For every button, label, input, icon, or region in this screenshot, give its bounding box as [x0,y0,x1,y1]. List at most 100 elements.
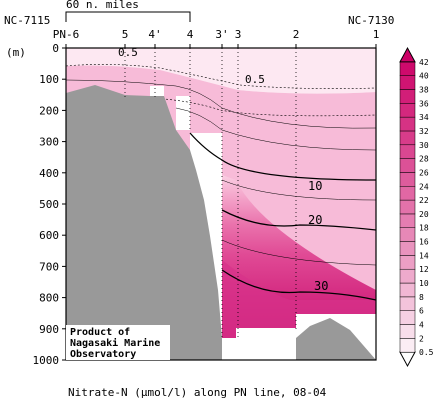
contour-0.5a [65,64,377,89]
colorbar-label-15: 30 [419,141,429,150]
colorbar-band-9 [399,213,416,228]
seamount [296,318,376,360]
station-label-7: 1 [373,28,380,41]
contour-thin-2 [175,107,377,151]
colorbar-band-1 [399,324,416,339]
colorbar-band-15 [399,130,416,146]
colorbar-label-8: 16 [419,238,429,247]
contour-10 [189,132,377,181]
colorbar-max-triangle [399,46,416,63]
y-tick-label-3: 300 [39,136,59,149]
colorbar-label-2: 4 [419,321,424,330]
y-tick-label-0: 0 [52,42,59,55]
colorbar-band-13 [399,158,416,173]
colorbar-label-7: 14 [419,251,429,260]
colorbar-label-0: 0.5 [419,348,434,357]
y-tick-label-7: 700 [39,260,59,273]
contour-thin-3 [221,179,377,201]
colorbar-label-10: 20 [419,210,429,219]
credit-line-2: Nagasaki Marine [70,337,160,349]
colorbar-band-4 [399,282,416,298]
chart-header: NC-7115 NC-7130 60 n. miles [4,0,394,27]
colorbar-band-14 [399,144,416,159]
station-label-1: 5 [122,28,129,41]
colorbar-band-12 [399,172,416,187]
colorbar-label-16: 32 [419,127,429,136]
y-axis: (m) 0 100 200 300 400 500 600 700 800 900 1000 [6,42,66,367]
station-label-3: 4 [187,28,194,41]
y-tick-label-8: 800 [39,292,59,305]
station-label-6: 2 [293,28,300,41]
colorbar-label-14: 28 [419,155,429,164]
contour-0.5b [149,97,377,117]
colorbar-band-19 [399,75,416,90]
y-tick-label-5: 500 [39,198,59,211]
y-tick-label-1: 100 [39,73,59,86]
blank-near-pn6 [150,86,164,97]
colorbar-label-20: 40 [419,72,429,81]
scale-bar-label: 60 n. miles [66,0,139,11]
colorbar-label-13: 26 [419,168,429,177]
station-label-5: 3 [235,28,242,41]
station-label-2: 4' [148,28,161,41]
contour-20 [221,209,377,231]
colorbar-band-8 [399,227,416,242]
colorbar-band-10 [399,199,416,215]
colorbar-band-2 [399,310,416,325]
continental-slope [66,85,222,360]
colorbar [399,46,416,368]
colorbar-band-17 [399,103,416,118]
station-label-0: PN-6 [53,28,80,41]
colorbar-labels: 0.52468101214161820222426283032343638404… [419,58,434,357]
colorbar-label-17: 34 [419,113,429,122]
credit-box: Product of Nagasaki Marine Observatory [66,325,170,360]
colorbar-band-0 [399,338,416,353]
credit-line-3: Observatory [70,349,136,360]
colorbar-label-1: 2 [419,334,424,343]
contour-label-b: 0.5 [245,73,265,86]
contour-lines [65,64,377,301]
contour-label-group: 0.5 0.5 10 20 30 [118,46,328,293]
colorbar-band-3 [399,296,416,311]
blank-near-3 [222,338,236,360]
contour-label-e: 30 [314,279,328,293]
colorbar-label-12: 24 [419,182,429,191]
colorbar-band-5 [399,268,416,284]
contour-30 [221,269,377,301]
y-tick-label-6: 600 [39,229,59,242]
contour-thin-1 [65,79,377,129]
y-tick-label-10: 1000 [33,354,60,367]
colorbar-band-7 [399,241,416,256]
right-station-id: NC-7130 [348,14,394,27]
colorbar-label-11: 22 [419,196,429,205]
station-lines [65,48,377,340]
credit-background [66,325,170,360]
colorbar-label-21: 42 [419,58,429,67]
colorbar-band-11 [399,186,416,201]
blank-near-4prime [176,96,190,130]
contour-label-d: 20 [308,213,322,227]
contour-label-c: 10 [308,179,322,193]
y-tick-label-4: 400 [39,167,59,180]
colorbar-min-triangle [399,351,416,368]
contour-thin-4 [221,239,377,266]
chart-title: Nitrate-N (µmol/l) along PN line, 08-04 [68,386,327,399]
nitrate-field-surface [66,48,376,94]
colorbar-label-9: 18 [419,224,429,233]
colorbar-label-6: 12 [419,265,429,274]
contour-label-a: 0.5 [118,46,138,59]
colorbar-label-19: 38 [419,85,429,94]
blank-near-2 [236,328,296,360]
colorbar-label-5: 10 [419,279,429,288]
colorbar-band-18 [399,89,416,104]
colorbar-label-4: 8 [419,293,424,302]
y-tick-label-9: 900 [39,323,59,336]
credit-line-1: Product of [70,327,130,338]
colorbar-label-18: 36 [419,99,429,108]
y-tick-label-2: 200 [39,104,59,117]
colorbar-label-3: 6 [419,307,424,316]
left-station-id: NC-7115 [4,14,50,27]
y-axis-label: (m) [6,46,26,59]
colorbar-band-16 [399,116,416,132]
